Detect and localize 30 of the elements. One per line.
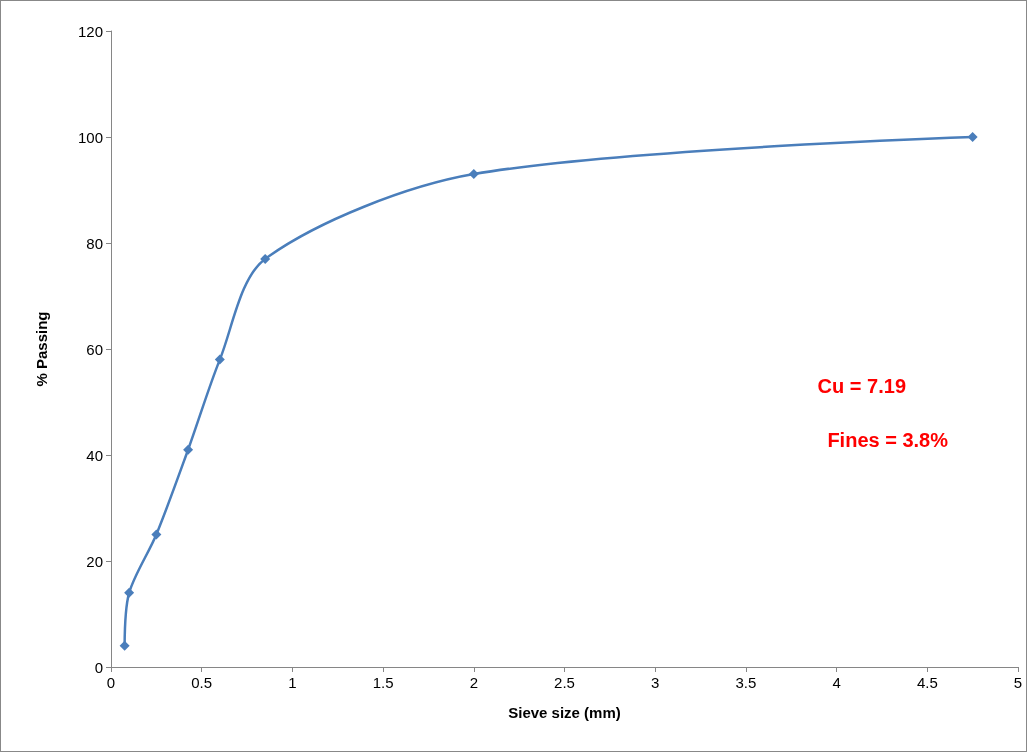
- point: [151, 529, 162, 540]
- y-axis-title: % Passing: [33, 311, 50, 387]
- point: [967, 132, 978, 142]
- x-tick-label: 5: [1013, 674, 1023, 691]
- x-tick-label: 4: [832, 674, 841, 691]
- x-tick-label: 1.5: [372, 674, 394, 691]
- point: [124, 587, 135, 598]
- y-tick-label: 80: [86, 234, 103, 252]
- x-tick-label: 2.5: [554, 674, 575, 691]
- y-tick-label: 100: [77, 128, 103, 146]
- x-tick-label: 3: [651, 674, 660, 691]
- point: [214, 354, 225, 365]
- x-axis-title: Sieve size (mm): [508, 704, 621, 721]
- y-tick-label: 60: [86, 340, 103, 358]
- annotation: Fines = 3.8%: [827, 429, 949, 451]
- y-tick-label: 40: [86, 446, 103, 464]
- annotation: Cu = 7.19: [817, 375, 907, 397]
- x-tick-label: 1: [288, 674, 297, 691]
- y-tick-label: 120: [77, 22, 103, 40]
- y-tick-label: 0: [94, 658, 103, 676]
- point: [183, 444, 194, 455]
- point: [468, 169, 479, 180]
- x-tick-label: 2: [469, 674, 478, 691]
- x-tick-label: 0: [106, 674, 116, 691]
- point: [119, 640, 130, 651]
- y-tick-label: 20: [86, 552, 103, 570]
- x-tick-label: 0.5: [191, 674, 213, 691]
- point: [260, 253, 271, 264]
- x-tick-label: 4.5: [916, 674, 938, 691]
- x-tick-label: 3.5: [735, 674, 757, 691]
